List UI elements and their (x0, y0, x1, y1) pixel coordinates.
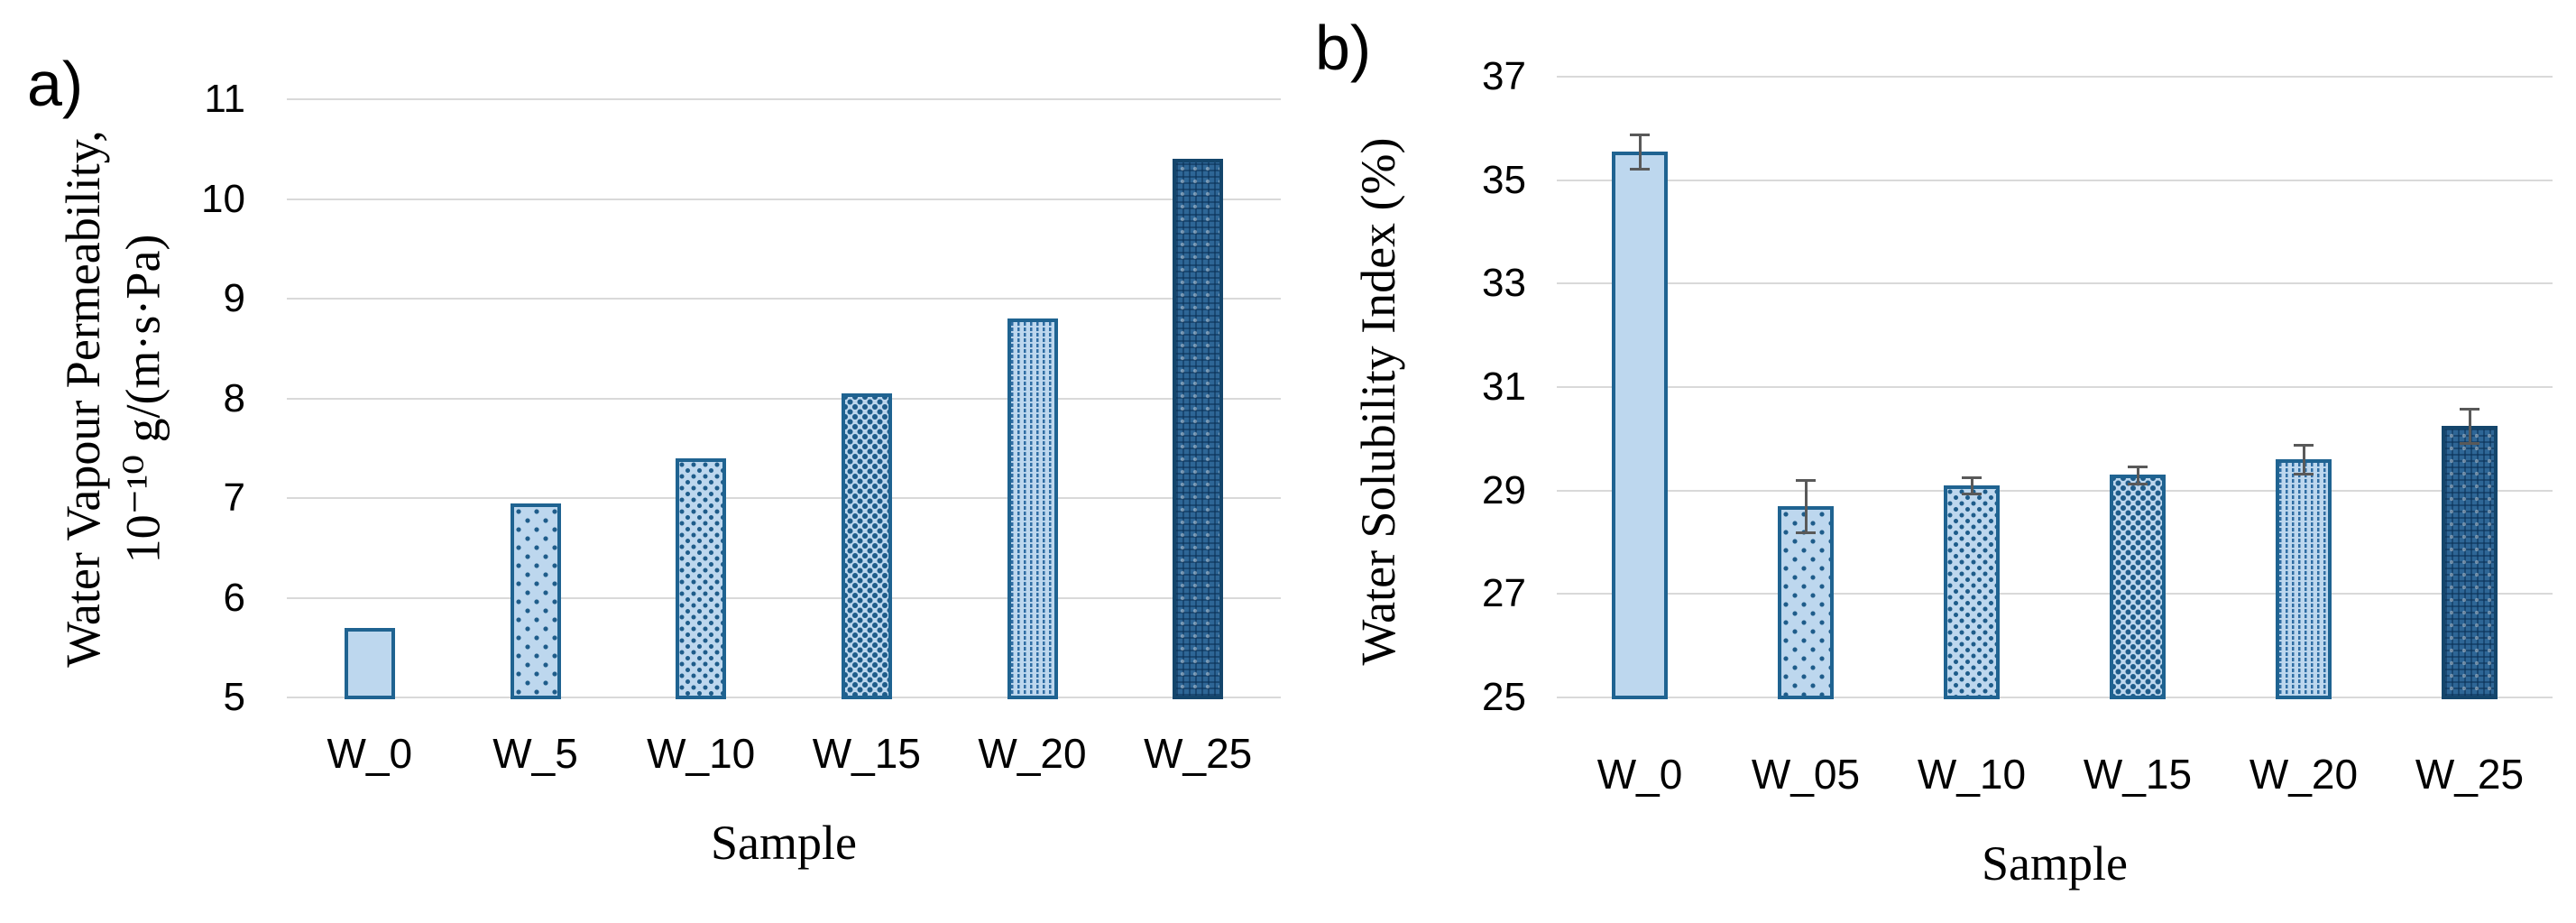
bar-W_5 (510, 503, 561, 699)
x-tick-label-W_05: W_05 (1751, 751, 1861, 798)
x-tick-label-W_10: W_10 (647, 730, 756, 777)
x-tick-label-W_25: W_25 (2415, 751, 2525, 798)
bar-W_15 (2110, 475, 2166, 699)
error-bar-W_10 (1970, 477, 1973, 494)
bar-W_10 (676, 457, 727, 699)
bar-W_15 (841, 392, 892, 699)
x-tick-label-W_10: W_10 (1917, 751, 2027, 798)
error-bar-W_20 (2302, 445, 2305, 475)
bar-W_25 (2442, 426, 2498, 699)
error-bar-cap-top-W_25 (2460, 408, 2479, 411)
panel-a-label: a) (27, 49, 84, 119)
y-tick-label-6: 6 (223, 575, 245, 620)
y-tick-label-9: 9 (223, 276, 245, 320)
x-tick-label-W_20: W_20 (2249, 751, 2359, 798)
error-bar-W_15 (2136, 466, 2139, 485)
error-bar-W_0 (1638, 134, 1642, 170)
bar-W_0 (1612, 152, 1668, 699)
x-tick-label-W_0: W_0 (327, 730, 413, 777)
x-tick-label-W_0: W_0 (1596, 751, 1683, 798)
x-tick-label-W_15: W_15 (2083, 751, 2193, 798)
y-tick-label-8: 8 (223, 375, 245, 420)
y-tick-label-11: 11 (204, 77, 245, 121)
error-bar-cap-bottom-W_15 (2128, 483, 2148, 486)
x-tick-label-W_5: W_5 (492, 730, 578, 777)
bar-W_05 (1778, 505, 1834, 699)
error-bar-cap-top-W_15 (2128, 465, 2148, 468)
y-tick-label-27: 27 (1482, 571, 1526, 616)
panel-b-label: b) (1315, 13, 1372, 83)
error-bar-cap-top-W_05 (1796, 479, 1816, 483)
error-bar-cap-bottom-W_10 (1962, 492, 1982, 495)
error-bar-cap-bottom-W_20 (2294, 473, 2314, 476)
panel-b-y-axis-title: Water Solubility Index (%) (1351, 137, 1405, 666)
y-tick-label-7: 7 (223, 475, 245, 520)
bar-W_20 (2276, 459, 2332, 699)
error-bar-cap-top-W_10 (1962, 476, 1982, 480)
x-tick-label-W_15: W_15 (812, 730, 921, 777)
error-bar-cap-bottom-W_0 (1630, 168, 1650, 171)
error-bar-W_05 (1804, 480, 1808, 532)
panel-a-y-axis-title-line1: Water Vapour Permeability, (56, 130, 110, 668)
gridline-y-33 (1557, 282, 2553, 285)
gridline-y-35 (1557, 179, 2553, 181)
y-tick-label-35: 35 (1482, 157, 1526, 202)
panel-a-water-vapour-permeability-chart: a) Water Vapour Permeability, 10⁻¹⁰ g/(m… (27, 49, 1281, 870)
gridline-y-6 (287, 596, 1281, 599)
panel-b-x-axis-title: Sample (1982, 836, 2128, 891)
gridline-y-10 (287, 198, 1281, 200)
bar-W_25 (1173, 159, 1224, 699)
y-tick-label-10: 10 (201, 176, 245, 221)
x-tick-label-W_25: W_25 (1144, 730, 1253, 777)
bar-W_10 (1944, 485, 2000, 699)
y-tick-label-31: 31 (1482, 365, 1526, 409)
gridline-y-7 (287, 497, 1281, 499)
error-bar-cap-bottom-W_25 (2460, 441, 2479, 445)
y-tick-label-37: 37 (1482, 54, 1526, 98)
gridline-y-27 (1557, 593, 2553, 595)
gridline-y-5 (287, 697, 1281, 698)
gridline-y-29 (1557, 489, 2553, 492)
y-tick-label-25: 25 (1482, 675, 1526, 719)
x-tick-label-W_20: W_20 (978, 730, 1087, 777)
gridline-y-9 (287, 298, 1281, 300)
y-tick-label-5: 5 (223, 675, 245, 719)
error-bar-W_25 (2468, 409, 2471, 443)
bar-W_0 (344, 627, 395, 699)
gridline-y-25 (1557, 697, 2553, 698)
y-tick-label-33: 33 (1482, 261, 1526, 306)
gridline-y-11 (287, 98, 1281, 100)
error-bar-cap-top-W_0 (1630, 134, 1650, 137)
error-bar-cap-top-W_20 (2294, 444, 2314, 448)
bar-W_20 (1007, 318, 1058, 699)
y-tick-label-29: 29 (1482, 467, 1526, 512)
gridline-y-37 (1557, 76, 2553, 78)
gridline-y-8 (287, 397, 1281, 400)
error-bar-cap-bottom-W_05 (1796, 531, 1816, 534)
panel-b-water-solubility-index-chart: b) Water Solubility Index (%) Sample 25 2… (1299, 0, 2576, 923)
gridline-y-31 (1557, 386, 2553, 388)
panel-a-x-axis-title: Sample (711, 816, 857, 870)
